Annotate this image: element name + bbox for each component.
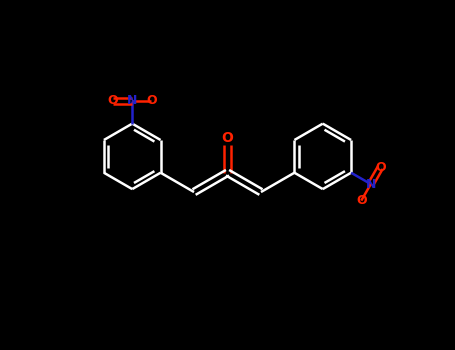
Text: N: N — [127, 94, 137, 107]
Text: N: N — [366, 177, 376, 191]
Text: O: O — [375, 161, 386, 174]
Text: O: O — [356, 194, 367, 207]
Text: O: O — [222, 131, 233, 145]
Text: O: O — [108, 94, 118, 107]
Text: O: O — [146, 94, 157, 107]
